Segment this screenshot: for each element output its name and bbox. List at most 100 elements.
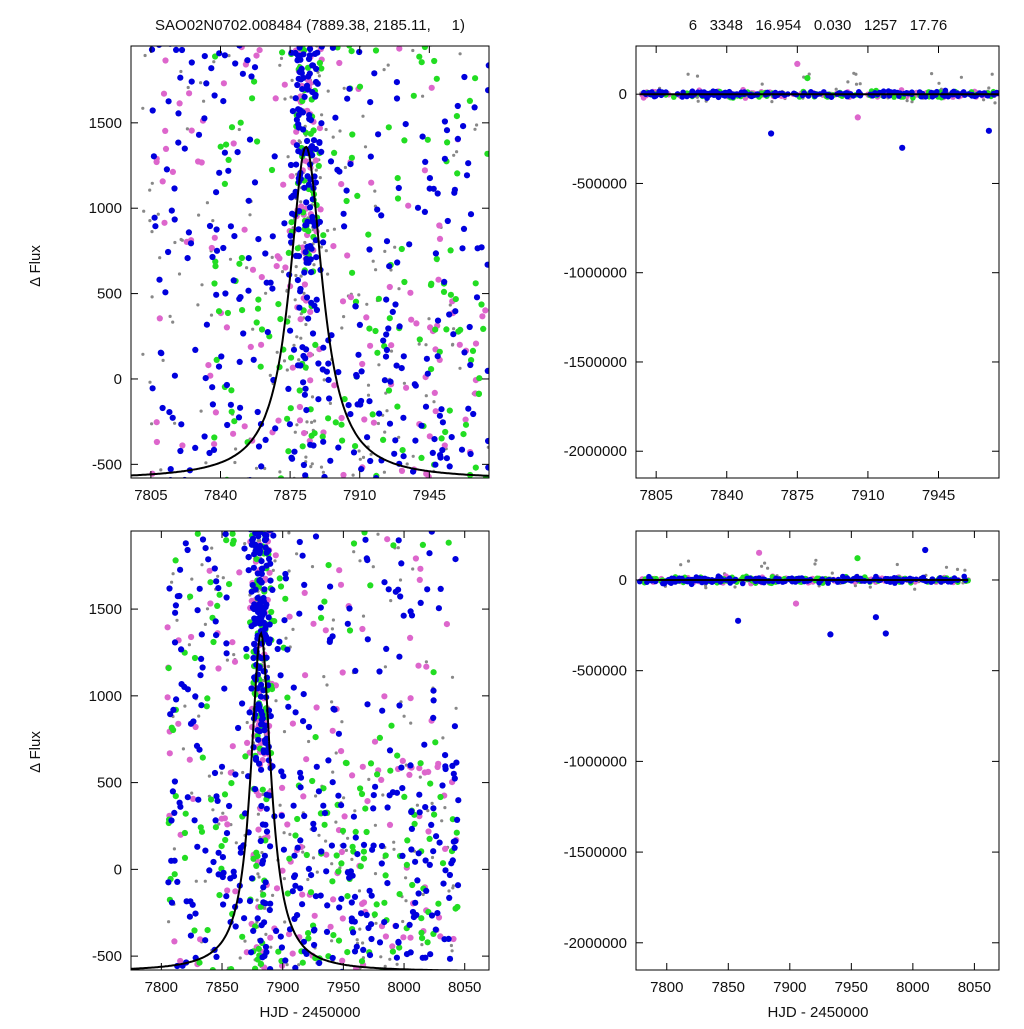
top-left-point-blue	[171, 185, 178, 192]
bottom-left-point-blue	[174, 878, 181, 886]
top-left-point-blue	[307, 243, 314, 250]
top-left-point-pink	[273, 263, 280, 270]
bottom-left-point-pink	[311, 912, 318, 919]
bottom-left-point-blue	[285, 703, 292, 710]
bottom-left-point-blue	[260, 749, 267, 756]
bottom-left-point-gray	[284, 636, 288, 640]
bottom-right-point-gray	[704, 586, 708, 590]
bottom-left-point-gray	[203, 879, 207, 883]
top-left-point-blue	[307, 441, 314, 448]
top-left-point-blue	[344, 95, 351, 102]
bottom-left-point-gray	[207, 774, 211, 778]
bottom-left-xtick-label: 7950	[327, 979, 360, 996]
top-left-point-green	[416, 336, 423, 343]
bottom-left-point-gray	[278, 803, 282, 807]
bottom-left-point-green	[453, 829, 460, 836]
bottom-left-point-pink	[177, 957, 184, 965]
bottom-left-point-blue	[213, 632, 220, 639]
bottom-left-point-blue	[184, 546, 191, 554]
bottom-left-point-blue	[179, 520, 185, 526]
bottom-left-point-blue	[393, 789, 401, 796]
top-left-point-blue	[392, 301, 399, 308]
top-right-ytick-label: 0	[619, 86, 627, 103]
bottom-left-point-green	[376, 734, 383, 742]
top-left-point-gray	[212, 60, 216, 64]
bottom-left-point-blue	[354, 851, 361, 858]
bottom-left-point-pink	[412, 555, 419, 562]
bottom-left-point-blue	[198, 631, 205, 638]
bottom-left-point-green	[357, 785, 364, 792]
top-left-point-pink	[299, 244, 306, 251]
top-left-point-green	[385, 124, 392, 131]
top-left-point-blue	[383, 331, 390, 338]
top-left-point-blue	[156, 46, 162, 48]
top-left-point-green	[433, 75, 440, 82]
bottom-right-outlier-point	[792, 600, 800, 607]
bottom-left-point-pink	[279, 784, 286, 792]
top-left-point-blue	[187, 240, 195, 247]
bottom-left-point-gray	[379, 955, 383, 959]
top-left-point-blue	[450, 331, 457, 338]
bottom-left-point-pink	[337, 581, 345, 588]
bottom-left-point-gray	[274, 699, 278, 703]
top-left-point-green	[349, 269, 356, 276]
bottom-left-point-pink	[329, 727, 336, 734]
bottom-left-point-gray	[344, 848, 348, 853]
top-left-point-pink	[282, 264, 289, 271]
bottom-left-point-green	[181, 854, 189, 862]
bottom-left-point-blue	[260, 598, 267, 605]
top-left-point-gray	[150, 295, 154, 299]
bottom-left-point-blue	[328, 842, 335, 849]
bottom-left-point-blue	[258, 655, 265, 662]
top-left-point-blue	[367, 153, 374, 160]
bottom-left-point-green	[321, 598, 328, 605]
top-left-point-blue	[287, 232, 294, 239]
top-left-point-pink	[368, 179, 375, 186]
top-left-point-gray	[299, 274, 303, 278]
bottom-left-point-blue	[323, 868, 330, 875]
top-left-point-blue	[312, 93, 319, 100]
top-left-point-blue	[156, 276, 163, 283]
top-left-point-gray	[411, 48, 415, 53]
top-left-point-green	[228, 124, 236, 131]
top-right-point-blue	[704, 95, 710, 101]
top-left-point-pink	[214, 37, 220, 43]
bottom-left-point-gray	[221, 576, 225, 580]
top-left-point-blue	[286, 421, 293, 428]
bottom-left-point-blue	[321, 810, 328, 817]
top-left-point-blue	[301, 184, 308, 191]
bottom-left-point-blue	[376, 939, 384, 946]
top-left-point-gray	[389, 268, 393, 272]
top-left-point-gray	[278, 63, 282, 67]
bottom-left-point-green	[282, 595, 289, 602]
bottom-left-point-pink	[416, 765, 423, 772]
top-left-point-gray	[373, 189, 377, 193]
top-right-point-gray	[695, 74, 700, 78]
top-left-point-pink	[307, 308, 314, 315]
bottom-left-point-gray	[392, 840, 396, 844]
bottom-left-point-green	[209, 967, 216, 970]
top-left-point-green	[339, 437, 346, 444]
bottom-left-point-blue	[303, 950, 310, 958]
top-left-point-gray	[292, 343, 296, 347]
bottom-left-point-gray	[219, 771, 224, 775]
bottom-left-point-pink	[407, 634, 414, 642]
top-left-point-green	[354, 192, 361, 199]
top-left-point-blue	[231, 233, 238, 240]
top-left-point-pink	[431, 389, 438, 396]
top-left-point-blue	[400, 414, 407, 421]
bottom-left-point-gray	[314, 794, 318, 798]
bottom-left-point-green	[445, 539, 452, 546]
top-left-point-green	[319, 433, 326, 440]
bottom-left-ytick-label: 0	[114, 861, 122, 878]
top-left-point-green	[312, 341, 319, 348]
top-right-point-gray	[760, 82, 764, 86]
bottom-left-point-blue	[299, 901, 306, 908]
top-left-point-blue	[312, 145, 319, 153]
bottom-left-point-green	[303, 851, 310, 859]
bottom-left-point-blue	[300, 691, 307, 698]
bottom-left-point-gray	[243, 542, 247, 546]
top-left-point-blue	[192, 444, 199, 451]
bottom-left-point-blue	[237, 844, 244, 851]
bottom-left-point-green	[409, 881, 416, 889]
